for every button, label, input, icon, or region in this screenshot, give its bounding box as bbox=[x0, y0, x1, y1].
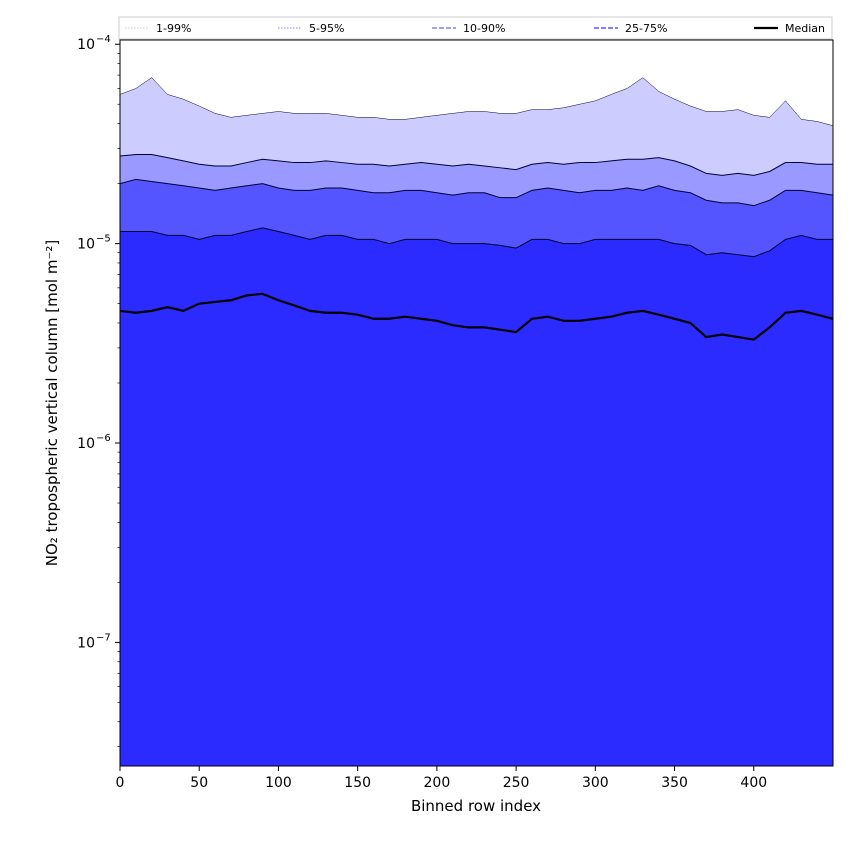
y-tick-exponent: −6 bbox=[96, 433, 111, 444]
x-tick-label: 200 bbox=[424, 775, 451, 791]
legend-box bbox=[118, 16, 833, 40]
x-tick-label: 150 bbox=[344, 775, 371, 791]
x-tick-label: 100 bbox=[265, 775, 292, 791]
median-line bbox=[120, 292, 833, 341]
y-tick-label: 10 bbox=[77, 436, 95, 452]
x-tick-label: 400 bbox=[740, 775, 767, 791]
y-axis-label: NO₂ tropospheric vertical column [mol m⁻… bbox=[43, 240, 61, 566]
band-edge-4 bbox=[120, 227, 833, 258]
y-tick-exponent: −5 bbox=[96, 234, 111, 245]
x-axis-label: Binned row index bbox=[411, 797, 541, 815]
y-tick-label: 10 bbox=[77, 237, 95, 253]
y-tick-label: 10 bbox=[77, 37, 95, 53]
legend-label: 25-75% bbox=[625, 22, 667, 35]
band-edge-2 bbox=[120, 153, 833, 176]
band-edge-3 bbox=[120, 178, 833, 207]
band-layer bbox=[120, 77, 833, 766]
y-axis: 10−710−610−510−4 bbox=[77, 34, 120, 748]
legend-label: 1-99% bbox=[156, 22, 191, 35]
x-tick-label: 300 bbox=[582, 775, 609, 791]
x-tick-label: 0 bbox=[116, 775, 125, 791]
legend-label: Median bbox=[785, 22, 825, 35]
y-tick-exponent: −7 bbox=[96, 632, 111, 643]
x-tick-label: 50 bbox=[190, 775, 208, 791]
y-tick-exponent: −4 bbox=[96, 34, 111, 45]
legend-label: 5-95% bbox=[309, 22, 344, 35]
x-tick-label: 250 bbox=[503, 775, 530, 791]
legend-label: 10-90% bbox=[463, 22, 505, 35]
x-axis: 0 50 100 150 200 250 300 350 400 bbox=[116, 766, 767, 791]
plot-frame bbox=[119, 39, 834, 767]
x-tick-label: 350 bbox=[661, 775, 688, 791]
band-edge-1 bbox=[120, 77, 833, 127]
band-area-4 bbox=[120, 227, 833, 766]
legend: 1-99% 5-95% 10-90% 25-75% Median bbox=[118, 16, 833, 40]
median-layer bbox=[120, 292, 833, 341]
y-tick-label: 10 bbox=[77, 635, 95, 651]
